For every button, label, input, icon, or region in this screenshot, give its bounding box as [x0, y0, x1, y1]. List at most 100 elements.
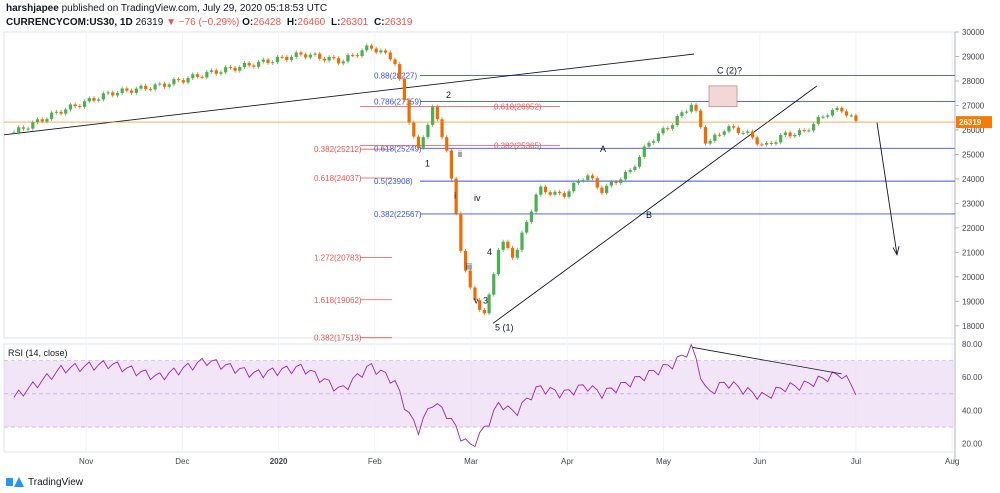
symbol-line: CURRENCYCOM:US30, 1D 26319 ▼ −76 (−0.29%…: [6, 16, 415, 30]
candle-body: [764, 142, 769, 145]
candle-body: [435, 106, 439, 120]
candle-body: [54, 111, 58, 113]
y-tick-label: 21000: [962, 248, 985, 257]
candle-body: [412, 122, 416, 137]
candle-body: [821, 116, 825, 118]
candle-body: [299, 52, 303, 55]
candle-body: [717, 134, 722, 136]
candle-body: [360, 50, 364, 57]
y-tick-label: 22000: [962, 224, 985, 233]
rsi-y-tick-label: 40.00: [962, 406, 983, 415]
candle-body: [120, 88, 124, 93]
candle-body: [812, 123, 816, 131]
candle-body: [228, 67, 232, 69]
y-tick-label: 27000: [962, 101, 985, 110]
publish-info: published on TradingView.com, July 29, 2…: [61, 3, 328, 14]
candle-body: [21, 127, 26, 129]
candle-body: [379, 50, 383, 53]
rsi-divergence-line: [692, 346, 842, 375]
candle-body: [590, 175, 595, 179]
candle-body: [525, 221, 529, 233]
close-value: 26319: [384, 17, 413, 28]
fib-level-label: 0.5(23908): [374, 177, 413, 186]
candle-body: [308, 54, 312, 58]
candle-body: [788, 132, 792, 137]
x-tick-label: May: [656, 457, 671, 466]
candle-body: [398, 64, 402, 80]
candle-body: [835, 107, 839, 111]
y-tick-label: 29000: [962, 52, 985, 61]
publisher-name[interactable]: harshjapee: [6, 3, 59, 14]
candle-body: [750, 131, 755, 138]
candle-body: [431, 106, 435, 125]
y-tick-label: 28000: [962, 77, 985, 86]
wave-label: A: [600, 144, 606, 154]
candle-body: [134, 88, 138, 93]
candle-body: [600, 187, 604, 194]
candle-body: [647, 142, 651, 147]
high-key: H:: [286, 17, 298, 28]
rsi-y-tick-label: 80.00: [962, 340, 983, 349]
tradingview-logo-icon[interactable]: [6, 476, 24, 488]
candle-body: [64, 109, 68, 114]
candle-body: [45, 119, 49, 122]
chart-area[interactable]: 18000 19000 20000 21000 22000 23000 24000 25000…: [0, 28, 1000, 493]
candle-body: [652, 141, 656, 143]
fib-level-label: 0.382(17513): [314, 334, 362, 343]
brand-name[interactable]: TradingView: [28, 476, 84, 488]
candle-body: [830, 110, 835, 116]
candle-body: [191, 74, 195, 79]
wave-label: C (2)?: [717, 66, 742, 76]
y-tick-label: 20000: [962, 273, 985, 282]
y-tick-label: 26000: [962, 126, 985, 135]
price-change: ▼ −76 (−0.29%): [166, 17, 240, 28]
candle-body: [214, 70, 218, 74]
candle-body: [209, 70, 214, 72]
candle-body: [17, 127, 21, 133]
x-tick-label: Aug: [945, 457, 959, 466]
fib-level-label: 0.382(25365): [494, 141, 542, 150]
candle-body: [167, 84, 171, 87]
candle-body: [139, 85, 143, 89]
candle-body: [172, 79, 176, 85]
candle-body: [844, 111, 849, 116]
candle-body: [266, 59, 270, 63]
last-price-label: 26319: [959, 118, 982, 127]
candle-body: [294, 52, 298, 57]
fib-level-label: 0.88(28227): [374, 71, 417, 80]
candle-body: [482, 309, 486, 314]
price-chart-svg[interactable]: 18000 19000 20000 21000 22000 23000 24000 25000…: [0, 28, 1000, 473]
candle-body: [586, 175, 590, 181]
candle-body: [285, 56, 289, 61]
candle-body: [101, 93, 105, 100]
candle-body: [623, 171, 628, 180]
candle-body: [106, 92, 110, 94]
candle-body: [365, 45, 369, 51]
fib-level-label: 0.382(22567): [374, 210, 422, 219]
candle-body: [642, 146, 646, 157]
candle-body: [793, 134, 797, 137]
candle-body: [148, 89, 153, 91]
candle-body: [205, 71, 209, 78]
candle-body: [529, 211, 533, 222]
candle-body: [144, 85, 148, 90]
candle-body: [289, 56, 294, 61]
candle-body: [694, 104, 698, 111]
chart-header: harshjapee published on TradingView.com,…: [6, 2, 415, 30]
candle-body: [558, 191, 562, 194]
candle-body: [125, 88, 129, 91]
candle-body: [680, 112, 684, 117]
high-value: 26460: [297, 17, 326, 28]
candle-body: [492, 274, 496, 295]
candle-body: [670, 125, 675, 129]
symbol-name[interactable]: CURRENCYCOM:US30, 1D: [6, 17, 133, 28]
candle-body: [181, 80, 185, 83]
candle-body: [685, 111, 689, 113]
candle-body: [741, 132, 745, 134]
trend-line-lower: [492, 85, 818, 324]
candle-body: [699, 110, 703, 128]
projection-arrow-line: [876, 122, 898, 255]
highlight-box: [708, 85, 738, 108]
candle-body: [468, 270, 472, 288]
x-tick-label: Jun: [753, 457, 766, 466]
